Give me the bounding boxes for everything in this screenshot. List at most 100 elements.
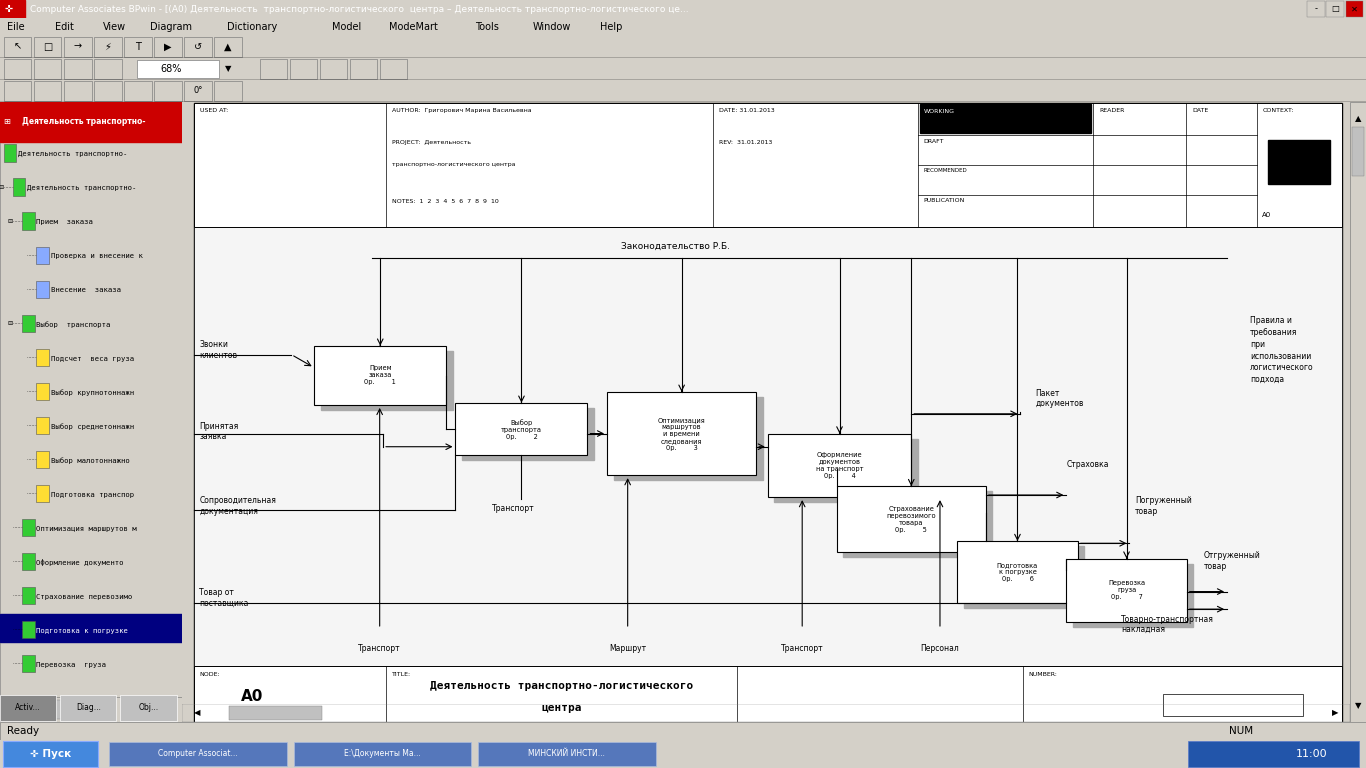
Text: □: □	[44, 41, 52, 51]
Text: Звонки
клиентов: Звонки клиентов	[199, 340, 238, 360]
Bar	[120, 695, 176, 720]
Bar	[613, 397, 762, 480]
Bar	[124, 81, 152, 101]
Bar	[958, 541, 1078, 603]
Text: ▶: ▶	[171, 707, 176, 713]
Text: TITLE:: TITLE:	[392, 673, 411, 677]
Text: -: -	[1314, 5, 1318, 14]
Text: Выбор малотоннажно: Выбор малотоннажно	[51, 457, 130, 464]
Text: Маршрут: Маршрут	[609, 644, 646, 653]
Text: ⊟: ⊟	[7, 321, 12, 326]
Bar	[37, 416, 49, 434]
Text: A0: A0	[1262, 212, 1272, 218]
Text: ✕: ✕	[1351, 5, 1358, 14]
Bar	[4, 81, 31, 101]
Text: Window: Window	[533, 22, 571, 31]
Text: CONTEXT:: CONTEXT:	[1262, 108, 1294, 113]
Text: Погруженный
товар: Погруженный товар	[1135, 496, 1193, 515]
Bar	[380, 59, 407, 79]
Bar	[94, 81, 122, 101]
Text: Diagram: Diagram	[150, 22, 193, 31]
Text: →: →	[74, 41, 82, 51]
Text: PROJECT:  Деятельность: PROJECT: Деятельность	[392, 141, 471, 145]
Bar	[22, 553, 34, 570]
Bar	[60, 695, 116, 720]
Bar	[290, 59, 317, 79]
Bar	[836, 486, 986, 552]
Bar	[22, 518, 34, 536]
Text: Activ...: Activ...	[15, 703, 41, 713]
Text: Страховка: Страховка	[1067, 460, 1109, 468]
Bar	[1067, 558, 1187, 622]
Text: Персонал: Персонал	[921, 644, 959, 653]
Text: Подсчет  веса груза: Подсчет веса груза	[51, 356, 134, 362]
Text: REV:  31.01.2013: REV: 31.01.2013	[720, 141, 773, 145]
Bar	[0, 102, 182, 142]
Bar	[228, 706, 322, 720]
Bar	[1162, 694, 1303, 716]
Text: DATE: 31.01.2013: DATE: 31.01.2013	[720, 108, 775, 113]
Text: A0: A0	[240, 690, 264, 704]
Bar	[154, 81, 182, 101]
Text: ⊟: ⊟	[7, 219, 12, 223]
Bar	[184, 81, 212, 101]
Text: Оптимизация маршрутов м: Оптимизация маршрутов м	[37, 525, 137, 531]
Bar	[94, 59, 122, 79]
Text: NOTES:  1  2  3  4  5  6  7  8  9  10: NOTES: 1 2 3 4 5 6 7 8 9 10	[392, 200, 499, 204]
Text: Подготовка
к погрузке
0р.        6: Подготовка к погрузке 0р. 6	[997, 562, 1038, 582]
Bar	[37, 349, 49, 366]
Bar	[3, 741, 98, 766]
Text: транспортно-логистического центра: транспортно-логистического центра	[392, 162, 516, 167]
Bar	[22, 213, 34, 230]
Bar	[321, 351, 452, 410]
Text: Е:\Документы Ма...: Е:\Документы Ма...	[344, 750, 421, 759]
Text: ⊟: ⊟	[0, 184, 4, 190]
Text: Законодательство Р.Б.: Законодательство Р.Б.	[622, 242, 731, 251]
Bar	[22, 587, 34, 604]
Bar	[214, 81, 242, 101]
Bar	[0, 614, 182, 643]
Text: Выбор крупнотоннажн: Выбор крупнотоннажн	[51, 389, 134, 396]
Text: NUMBER:: NUMBER:	[1029, 673, 1057, 677]
Bar	[22, 655, 34, 672]
Text: Оформление
документов
на транспорт
0р.        4: Оформление документов на транспорт 0р. 4	[816, 452, 863, 479]
Bar	[34, 81, 61, 101]
Bar	[775, 439, 918, 502]
Text: ▼: ▼	[1355, 700, 1362, 710]
Bar	[37, 247, 49, 264]
Text: Computer Associates BPwin - [(A0) Деятельность  транспортно-логистического  цент: Computer Associates BPwin - [(A0) Деятел…	[30, 5, 688, 14]
Bar	[22, 315, 34, 332]
Text: Edit: Edit	[55, 22, 74, 31]
Text: AUTHOR:  Григорович Марина Васильевна: AUTHOR: Григорович Марина Васильевна	[392, 108, 531, 113]
Text: центра: центра	[541, 703, 582, 713]
Bar	[1346, 2, 1363, 17]
Text: Пакет
документов: Пакет документов	[1035, 389, 1083, 408]
Text: 68%: 68%	[160, 64, 182, 74]
Text: Eile: Eile	[7, 22, 25, 31]
Text: Help: Help	[600, 22, 622, 31]
Text: Деятельность транспортно-: Деятельность транспортно-	[18, 151, 127, 157]
Bar	[1072, 564, 1194, 627]
Bar	[0, 695, 56, 720]
Text: Правила и
требования
при
использовании
логистического
подхода: Правила и требования при использовании л…	[1250, 316, 1314, 384]
Bar	[350, 59, 377, 79]
Text: Выбор
транспорта
0р.        2: Выбор транспорта 0р. 2	[501, 419, 542, 439]
Bar	[1326, 2, 1344, 17]
Text: ⊞: ⊞	[4, 118, 11, 127]
Bar	[314, 346, 447, 405]
Text: ✜ Пуск: ✜ Пуск	[30, 749, 71, 759]
Text: Tools: Tools	[475, 22, 499, 31]
Text: Транспорт: Транспорт	[358, 644, 402, 653]
Text: ▲: ▲	[224, 41, 232, 51]
Text: Оформление документо: Оформление документо	[37, 559, 124, 566]
Text: Проверка и внесение к: Проверка и внесение к	[51, 253, 143, 260]
Text: МИНСКИЙ ИНСТИ...: МИНСКИЙ ИНСТИ...	[529, 750, 605, 759]
Text: T: T	[135, 41, 141, 51]
Bar	[4, 144, 16, 162]
Text: Подготовка к погрузке: Подготовка к погрузке	[37, 627, 128, 634]
Bar	[109, 742, 287, 766]
Text: Прием
заказа
0р.        1: Прием заказа 0р. 1	[365, 366, 396, 386]
Text: RECOMMENDED: RECOMMENDED	[923, 168, 967, 174]
Text: Оптимизация
маршрутов
и времени
следования
0р.        3: Оптимизация маршрутов и времени следован…	[658, 416, 705, 451]
Text: Model: Model	[332, 22, 361, 31]
